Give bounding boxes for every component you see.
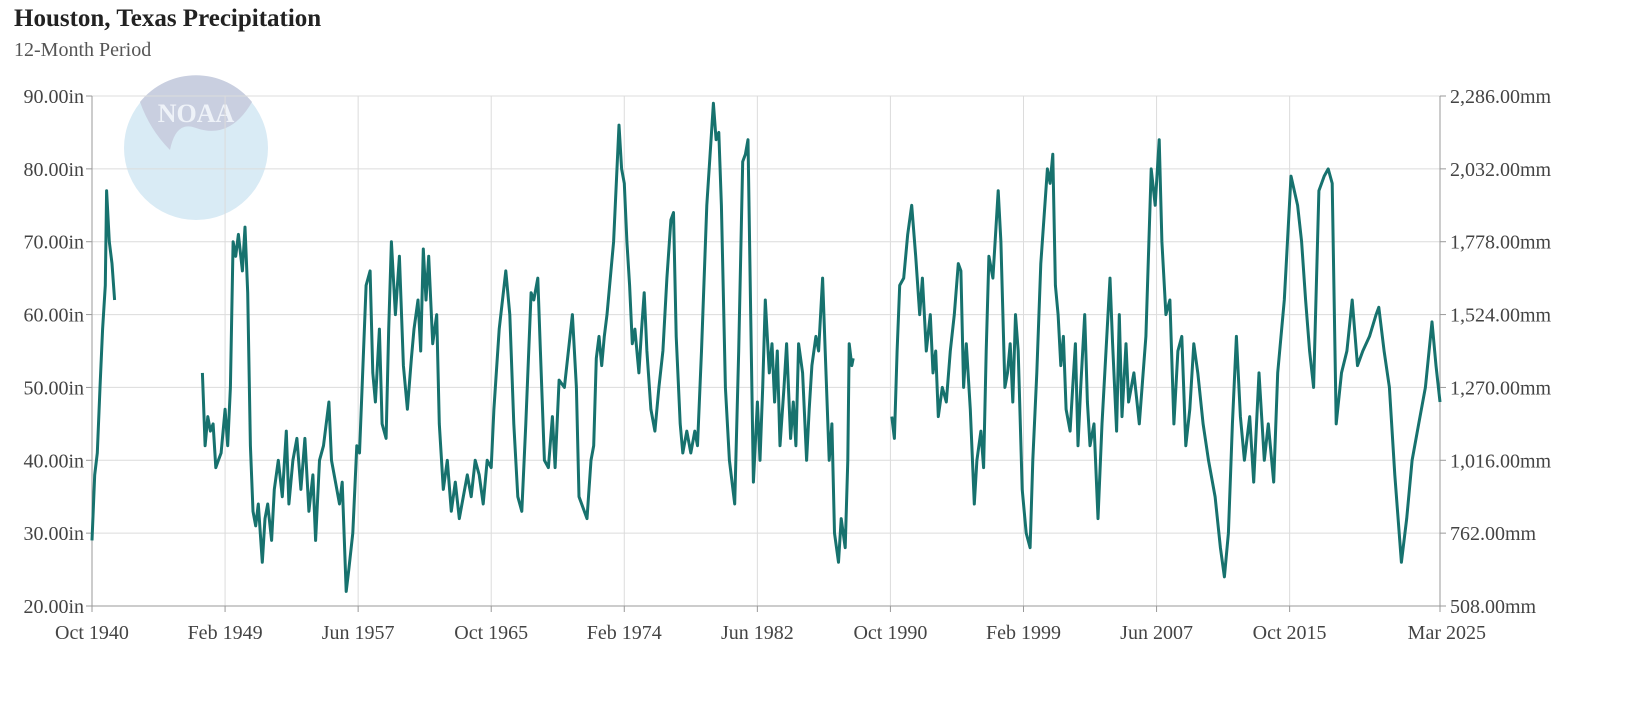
logo-shape [140,75,252,150]
x-tick-label: Feb 1949 [188,622,263,644]
logo: NOAA [124,75,268,220]
y2-tick-label: 1,016.00mm [1450,450,1552,472]
x-tick-label: Feb 1974 [587,622,662,644]
chart-subtitle: 12-Month Period [14,39,151,61]
x-tick-label: Jun 1957 [322,622,395,644]
x-tick-label: Jun 1982 [721,622,794,644]
y2-tick-label: 1,778.00mm [1450,232,1552,254]
x-tick-label: Jun 2007 [1120,622,1193,644]
y-tick-label: 60.00in [23,305,84,327]
y2-tick-label: 508.00mm [1450,596,1537,618]
y-tick-label: 90.00in [23,86,84,108]
x-tick-label: Mar 2025 [1408,622,1486,644]
y2-tick-label: 1,270.00mm [1450,377,1552,399]
y-tick-label: 30.00in [23,523,84,545]
y-tick-label: 80.00in [23,159,84,181]
y2-tick-label: 2,032.00mm [1450,159,1552,181]
y2-tick-label: 1,524.00mm [1450,305,1552,327]
y-tick-label: 70.00in [23,232,84,254]
chart-title: Houston, Texas Precipitation [14,5,321,32]
y-tick-label: 50.00in [23,377,84,399]
x-tick-label: Oct 2015 [1253,622,1327,644]
y2-tick-label: 2,286.00mm [1450,86,1552,108]
y-tick-label: 20.00in [23,596,84,618]
x-tick-label: Oct 1965 [454,622,528,644]
data-line [90,189,117,541]
logo-text: NOAA [158,99,235,128]
x-tick-label: Oct 1990 [853,622,927,644]
x-tick-label: Feb 1999 [986,622,1061,644]
y-tick-label: 40.00in [23,450,84,472]
y2-tick-label: 762.00mm [1450,523,1537,545]
data-line [890,138,1442,579]
data-line [200,101,855,593]
x-tick-label: Oct 1940 [55,622,129,644]
